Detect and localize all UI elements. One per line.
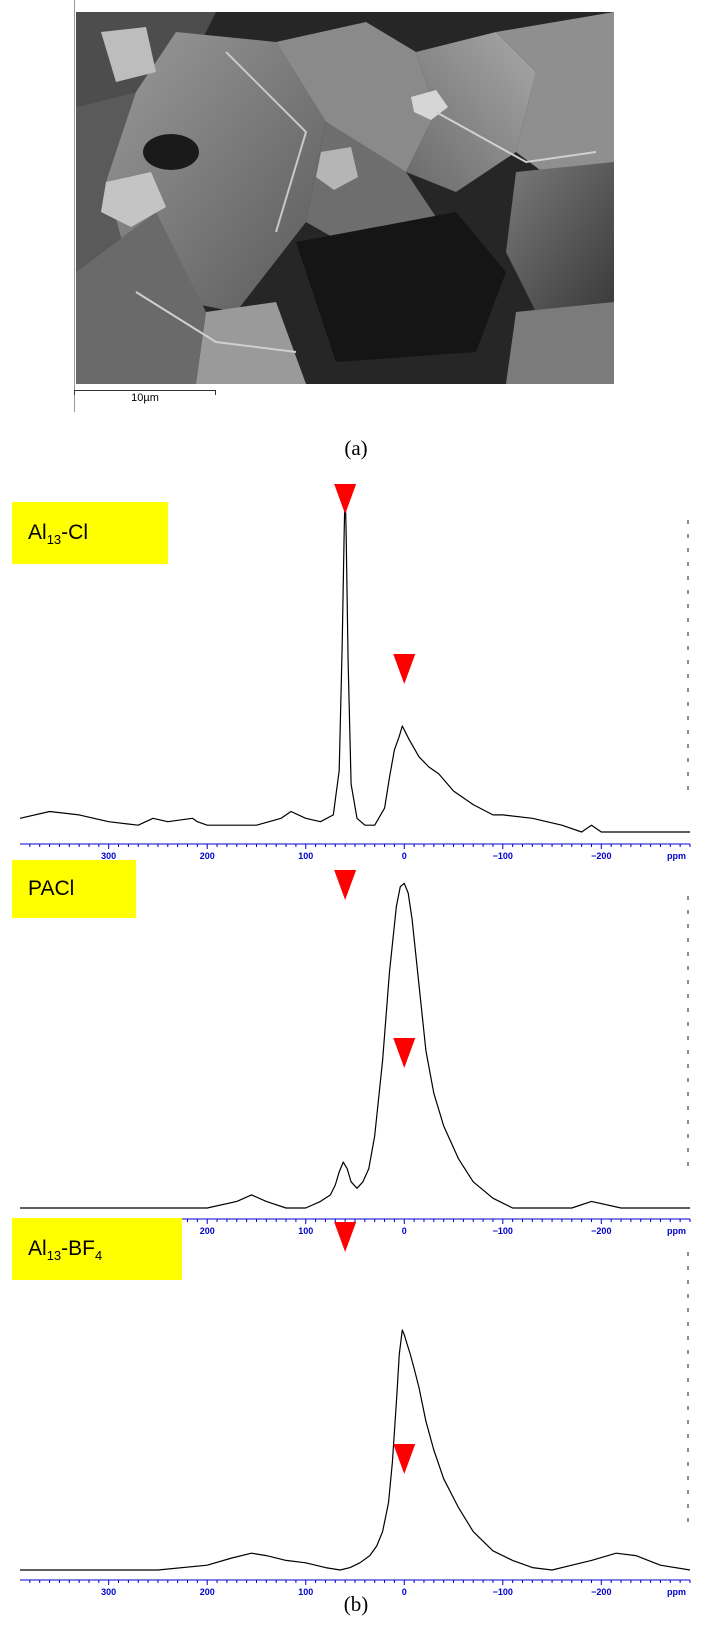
x-tick-label: 100 bbox=[298, 1587, 313, 1597]
scale-bar-line bbox=[74, 390, 216, 395]
x-tick-label: −100 bbox=[493, 1587, 513, 1597]
x-axis-unit: ppm bbox=[667, 851, 686, 861]
peak-marker bbox=[334, 484, 357, 514]
sample-label-al13-cl: Al13-Cl bbox=[12, 502, 168, 564]
scale-bar-label: 10µm bbox=[131, 392, 159, 404]
spectrum-trace bbox=[20, 882, 690, 1209]
x-tick-label: −200 bbox=[591, 1587, 611, 1597]
x-tick-label: −100 bbox=[493, 851, 513, 861]
peak-marker bbox=[393, 1444, 416, 1474]
x-tick-label: 100 bbox=[298, 851, 313, 861]
x-tick-label: −100 bbox=[493, 1226, 513, 1236]
spectrum-al13-cl-plot: 300 200 100 0 −100 −200 ppm bbox=[19, 484, 691, 861]
x-tick-label: 300 bbox=[101, 851, 116, 861]
spectrum-panel-al13-cl: 300 200 100 0 −100 −200 ppm Al13-Cl bbox=[0, 480, 718, 870]
spectrum-trace bbox=[19, 489, 690, 833]
peak-marker bbox=[393, 654, 416, 684]
x-tick-label: −200 bbox=[591, 851, 611, 861]
x-axis-unit: ppm bbox=[667, 1587, 686, 1597]
figure-frame-line bbox=[74, 0, 75, 412]
sample-label-al13-bf4: Al13-BF4 bbox=[12, 1218, 182, 1280]
sem-micrograph bbox=[76, 12, 614, 384]
peak-marker bbox=[334, 1222, 357, 1252]
scale-bar: 10µm bbox=[74, 390, 218, 412]
x-axis-unit: ppm bbox=[667, 1226, 686, 1236]
spectrum-trace bbox=[20, 1329, 691, 1571]
spectrum-al13-bf4-plot: 300 200 100 0 −100 −200 ppm bbox=[20, 1222, 691, 1597]
x-tick-label: 0 bbox=[402, 1587, 407, 1597]
x-tick-label: 300 bbox=[101, 1587, 116, 1597]
x-tick-label: 200 bbox=[200, 1587, 215, 1597]
caption-b: (b) bbox=[343, 1592, 369, 1616]
peak-marker bbox=[393, 1038, 416, 1068]
x-tick-label: 200 bbox=[200, 1226, 215, 1236]
x-tick-label: 100 bbox=[298, 1226, 313, 1236]
x-tick-label: 200 bbox=[200, 851, 215, 861]
x-tick-label: 0 bbox=[402, 851, 407, 861]
sample-label-pacl: PACl bbox=[12, 860, 136, 918]
spectrum-panel-al13-bf4: 300 200 100 0 −100 −200 ppm Al13-BF4 bbox=[0, 1212, 718, 1602]
caption-a: (a) bbox=[344, 436, 368, 460]
x-tick-label: 0 bbox=[402, 1226, 407, 1236]
x-tick-label: −200 bbox=[591, 1226, 611, 1236]
peak-marker bbox=[334, 870, 357, 900]
